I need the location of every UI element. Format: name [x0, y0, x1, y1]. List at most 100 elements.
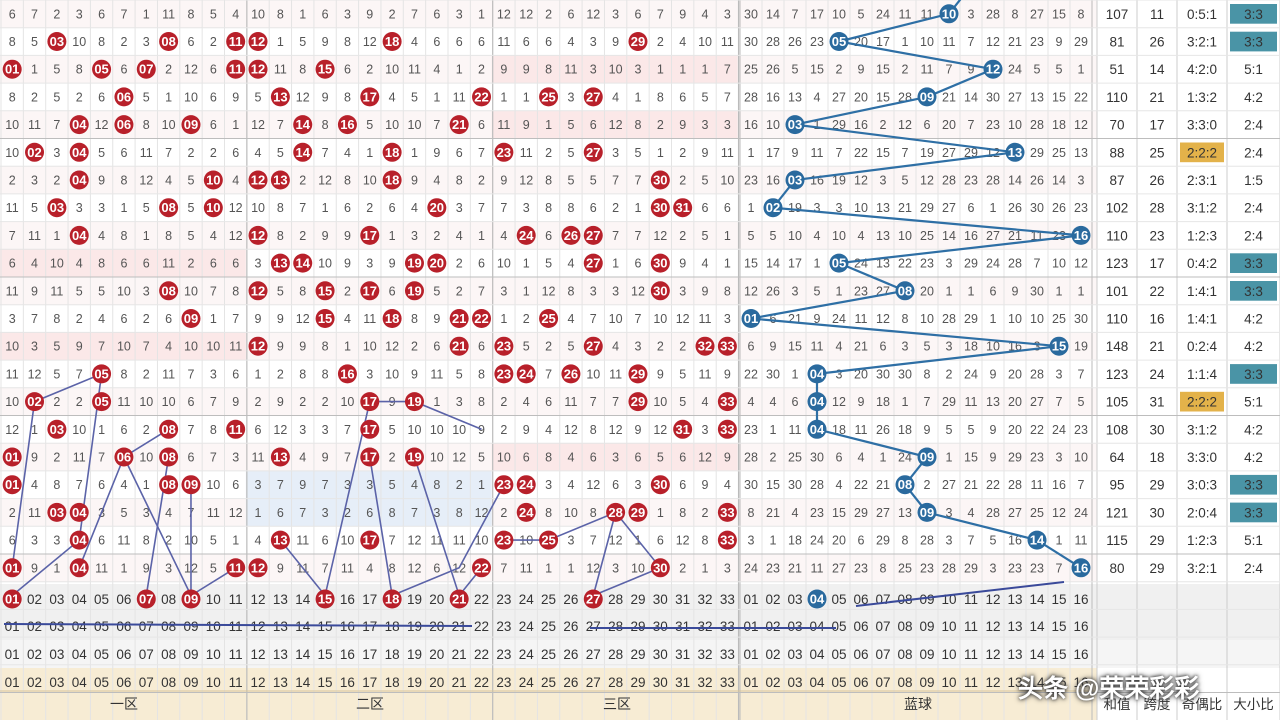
missing-value: 1 [366, 146, 373, 160]
bottom-number: 10 [206, 592, 221, 607]
missing-value: 30 [744, 478, 758, 492]
missing-value: 26 [1030, 174, 1044, 188]
missing-value: 2 [255, 395, 262, 409]
red-ball [561, 364, 581, 384]
missing-value: 5 [187, 229, 194, 243]
missing-value: 2 [411, 340, 418, 354]
red-ball-number: 21 [452, 117, 466, 132]
missing-value: 12 [586, 7, 600, 21]
bottom-number: 12 [985, 675, 1000, 690]
missing-value: 3 [344, 478, 351, 492]
red-ball [494, 530, 514, 550]
missing-value: 6 [433, 7, 440, 21]
red-ball-number: 22 [474, 89, 488, 104]
bottom-number: 02 [765, 619, 780, 634]
missing-value: 9 [411, 367, 418, 381]
bottom-number: 03 [787, 675, 802, 690]
missing-value: 2 [76, 312, 83, 326]
missing-value: 23 [766, 561, 780, 575]
missing-value: 12 [586, 561, 600, 575]
missing-value: 15 [1052, 7, 1066, 21]
missing-value: 28 [1030, 367, 1044, 381]
red-ball-number: 18 [385, 145, 399, 160]
missing-value: 11 [1031, 478, 1044, 492]
missing-value: 10 [854, 201, 868, 215]
missing-value: 23 [1008, 561, 1022, 575]
missing-value: 12 [95, 118, 109, 132]
missing-value: 6 [277, 506, 284, 520]
missing-value: 6 [120, 146, 127, 160]
missing-value: 11 [28, 229, 41, 243]
red-ball-number: 06 [117, 89, 131, 104]
missing-value: 1 [456, 63, 463, 77]
missing-value: 9 [255, 312, 262, 326]
blue-ball [807, 392, 827, 412]
red-ball-number: 15 [318, 62, 332, 77]
red-ball-number: 02 [27, 145, 41, 160]
red-ball-number: 19 [407, 450, 421, 465]
missing-value: 2 [322, 395, 329, 409]
red-ball [315, 59, 335, 79]
missing-value: 11 [453, 90, 466, 104]
bottom-number: 17 [362, 592, 377, 607]
red-ball-number: 07 [139, 62, 153, 77]
missing-value: 4 [792, 506, 799, 520]
missing-value: 12 [854, 174, 868, 188]
missing-value: 16 [744, 118, 758, 132]
missing-value: 9 [277, 312, 284, 326]
missing-value: 7 [277, 118, 284, 132]
missing-value: 6 [165, 312, 172, 326]
stats-columns: 107 11 0:5:1 3:3 81 26 3:2:1 3:3 51 14 4:2:0 5:1 110… [1106, 4, 1277, 576]
red-ball [382, 309, 402, 328]
missing-value: 5 [748, 229, 755, 243]
missing-value: 24 [898, 451, 912, 465]
bottom-number: 13 [273, 647, 288, 662]
missing-value: 8 [748, 506, 755, 520]
red-ball-number: 11 [229, 34, 243, 49]
red-ball [159, 475, 179, 495]
missing-value: 10 [251, 7, 265, 21]
missing-values: 6 7 2 3 6 7 1 11 8 5 4 10 8 1 6 3 9 2 7 6 3 1 12 12 2 6 12 3 6 7 9 4 3 30… [5, 7, 1088, 575]
missing-value: 8 [1078, 7, 1085, 21]
missing-value: 13 [876, 257, 890, 271]
red-ball-number: 05 [94, 366, 108, 381]
red-ball [69, 502, 89, 522]
stat-footer-label: 大小比 [1233, 697, 1274, 712]
stat-value: 17 [1149, 256, 1164, 271]
missing-value: 10 [653, 395, 667, 409]
missing-value: 10 [766, 118, 780, 132]
red-ball-number: 09 [184, 117, 198, 132]
missing-value: 15 [876, 90, 890, 104]
missing-value: 2 [679, 174, 686, 188]
stat-highlight [1230, 502, 1277, 523]
missing-value: 5 [990, 534, 997, 548]
missing-value: 26 [1008, 201, 1022, 215]
bottom-number: 33 [720, 619, 735, 634]
missing-value: 5 [567, 174, 574, 188]
missing-value: 14 [766, 257, 780, 271]
red-ball [226, 558, 246, 578]
blue-ball-number: 03 [788, 117, 802, 132]
missing-value: 1 [724, 257, 731, 271]
missing-value: 1 [990, 201, 997, 215]
missing-value: 9 [31, 451, 38, 465]
missing-value: 3 [255, 478, 262, 492]
missing-value: 4 [545, 423, 552, 437]
red-ball [360, 447, 380, 467]
bottom-number: 06 [116, 675, 131, 690]
missing-value: 27 [986, 229, 1000, 243]
blue-ball [917, 87, 937, 107]
missing-value: 1 [1078, 284, 1085, 298]
missing-value: 11 [789, 423, 802, 437]
bottom-number: 26 [563, 647, 578, 662]
red-ball-number: 13 [273, 173, 287, 188]
missing-value: 11 [564, 63, 577, 77]
missing-value: 3 [9, 312, 16, 326]
bottom-number: 04 [72, 675, 88, 690]
stat-value: 102 [1106, 201, 1129, 216]
red-ball-number: 16 [340, 366, 354, 381]
missing-value: 4 [366, 561, 373, 575]
missing-value: 7 [1078, 367, 1085, 381]
missing-value: 10 [832, 229, 846, 243]
red-ball-number: 27 [586, 145, 600, 160]
